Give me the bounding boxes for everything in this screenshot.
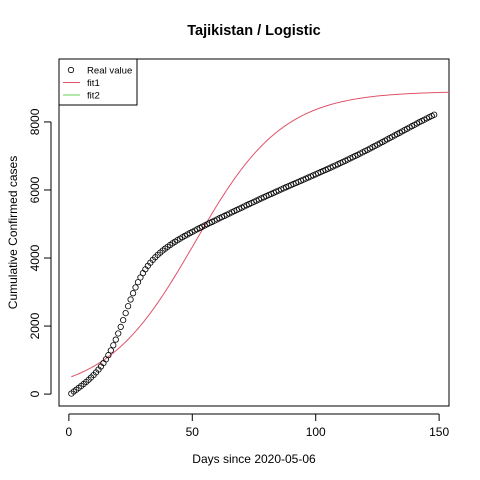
x-tick-label: 50 xyxy=(186,425,200,439)
series-line-fit1 xyxy=(71,91,449,378)
data-point xyxy=(120,316,127,324)
x-axis-label: Days since 2020-05-06 xyxy=(192,452,316,466)
data-point xyxy=(110,342,117,349)
chart-title: Tajikistan / Logistic xyxy=(187,23,320,39)
x-axis: 0 50 100 150 xyxy=(66,413,449,439)
y-axis-label: Cumulative Confirmed cases xyxy=(6,156,20,309)
legend-marker xyxy=(67,66,75,74)
data-point xyxy=(115,330,122,337)
y-tick-label: 2000 xyxy=(28,312,42,339)
data-point xyxy=(105,352,112,359)
y-tick-label: 0 xyxy=(28,390,42,397)
data-point xyxy=(122,309,129,317)
data-point xyxy=(127,296,134,303)
y-tick-label: 4000 xyxy=(28,244,42,271)
x-tick-label: 100 xyxy=(306,425,326,439)
series-layer xyxy=(68,91,449,397)
data-point xyxy=(132,284,139,291)
data-point xyxy=(129,290,137,297)
legend-box xyxy=(58,58,138,106)
x-tick-label: 0 xyxy=(66,425,73,439)
y-tick-label: 8000 xyxy=(28,108,42,135)
data-point xyxy=(134,279,142,286)
data-point xyxy=(431,111,438,118)
data-point xyxy=(112,336,119,343)
data-point xyxy=(117,323,124,331)
data-point xyxy=(107,347,114,354)
data-point xyxy=(125,303,132,310)
y-axis: 0 2000 4000 6000 8000 xyxy=(28,108,52,397)
x-tick-label: 150 xyxy=(429,425,449,439)
data-point xyxy=(139,270,147,277)
legend-label: fit1 xyxy=(87,78,100,89)
y-tick-label: 6000 xyxy=(28,176,42,203)
plot-frame xyxy=(58,58,450,407)
legend-label: Real value xyxy=(87,66,132,77)
legend-label: fit2 xyxy=(87,91,100,102)
